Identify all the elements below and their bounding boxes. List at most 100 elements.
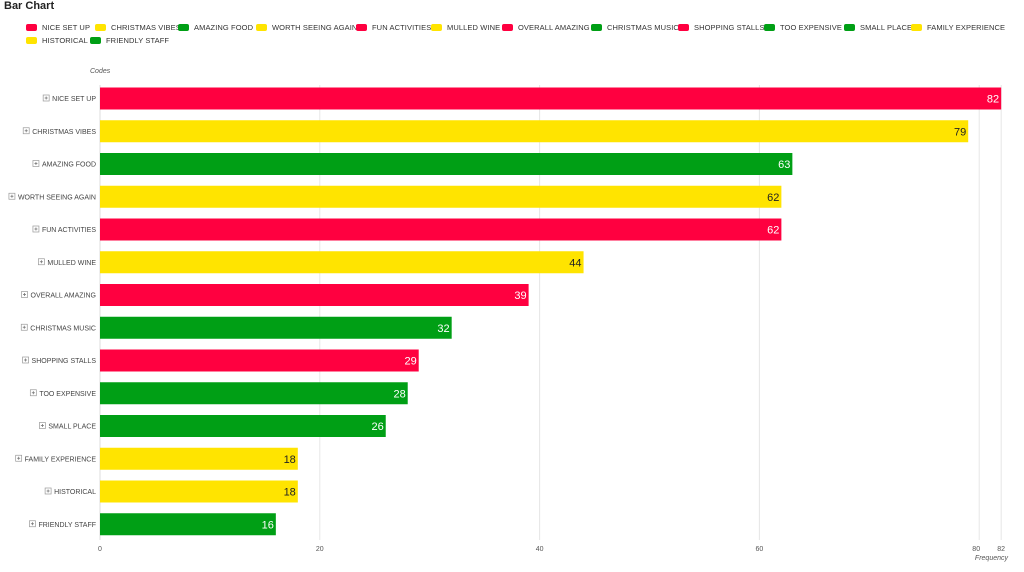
legend-swatch [591,24,602,31]
legend-item[interactable]: AMAZING FOOD [178,23,253,32]
x-tick-label: 0 [98,546,102,553]
plus-square-icon[interactable] [42,94,50,102]
x-tick-label: 20 [316,546,324,553]
legend-item[interactable]: FRIENDLY STAFF [90,36,169,45]
bar[interactable] [100,415,386,437]
legend-label: SMALL PLACE [860,23,913,32]
plus-square-icon[interactable] [32,160,40,167]
category-label: AMAZING FOOD [42,162,96,169]
legend-label: FUN ACTIVITIES [372,23,432,32]
category-label: TOO EXPENSIVE [39,391,96,398]
page-title: Bar Chart [4,0,55,12]
legend-swatch [911,24,922,31]
bar-value-label: 18 [284,454,296,466]
legend-swatch [764,24,775,31]
category-label: FRIENDLY STAFF [38,522,96,529]
bar-value-label: 26 [371,421,383,433]
bar-value-label: 62 [767,192,779,204]
legend-item[interactable]: CHRISTMAS MUSIC [591,23,679,32]
category-label: HISTORICAL [54,489,96,496]
legend-swatch [256,24,267,31]
category-label: OVERALL AMAZING [31,293,96,300]
bar-value-label: 82 [987,94,999,106]
legend-swatch [26,37,37,44]
legend-item[interactable]: SMALL PLACE [844,23,912,32]
legend-item[interactable]: OVERALL AMAZING [502,23,590,32]
legend-item[interactable]: NICE SET UP [26,23,90,32]
legend-item[interactable]: HISTORICAL [26,36,88,45]
plus-square-icon[interactable] [38,258,45,266]
plus-square-icon[interactable] [20,323,28,331]
category-label: FUN ACTIVITIES [42,227,96,234]
category-label: SHOPPING STALLS [32,358,97,365]
plus-square-icon[interactable] [22,127,30,135]
legend-label: CHRISTMAS MUSIC [607,23,679,32]
bar[interactable] [100,120,969,143]
x-tick-label: 40 [536,546,544,553]
legend-item[interactable]: MULLED WINE [431,23,500,32]
legend-item[interactable]: FAMILY EXPERIENCE [911,23,1005,32]
bar-value-label: 62 [767,225,779,237]
bar[interactable] [100,480,298,503]
category-label: FAMILY EXPERIENCE [25,456,97,463]
plus-square-icon[interactable] [39,422,46,429]
plus-square-icon[interactable] [32,225,40,233]
bar-value-label: 39 [514,290,526,302]
plus-square-icon[interactable] [22,356,29,364]
legend-swatch [356,24,367,31]
bar[interactable] [100,87,1002,110]
legend-label: FAMILY EXPERIENCE [927,23,1006,32]
bar-value-label: 63 [778,159,790,171]
bar[interactable] [100,447,298,470]
legend-item[interactable]: TOO EXPENSIVE [764,23,842,32]
legend-label: WORTH SEEING AGAIN [272,23,358,32]
plus-square-icon[interactable] [15,454,23,462]
bar[interactable] [100,185,782,208]
category-label: MULLED WINE [47,260,96,267]
bar-value-label: 32 [437,323,449,335]
plus-square-icon[interactable] [44,487,52,495]
legend-label: MULLED WINE [447,23,501,32]
x-tick-label: 80 [972,546,980,553]
bar[interactable] [100,284,529,306]
bar[interactable] [100,251,584,274]
plus-square-icon[interactable] [29,389,37,397]
bar-value-label: 16 [262,519,274,531]
x-axis-title: Frequency [975,555,1009,562]
legend-item[interactable]: WORTH SEEING AGAIN [256,23,357,32]
legend-swatch [844,24,855,31]
legend-item[interactable]: FUN ACTIVITIES [356,23,431,32]
legend-label: FRIENDLY STAFF [106,36,170,45]
legend-label: TOO EXPENSIVE [780,23,843,32]
bar-value-label: 79 [954,126,966,138]
legend-swatch [178,24,189,31]
bar[interactable] [100,513,276,536]
y-axis-title: Codes [90,68,111,75]
category-label: WORTH SEEING AGAIN [18,194,96,201]
bar[interactable] [100,316,452,339]
legend-label: NICE SET UP [42,23,91,32]
plus-square-icon[interactable] [21,291,28,298]
legend-label: AMAZING FOOD [194,23,254,32]
legend-item[interactable]: SHOPPING STALLS [678,23,765,32]
legend-swatch [95,24,106,31]
legend-swatch [26,24,37,31]
bar-value-label: 28 [393,388,405,400]
legend-swatch [502,24,513,31]
plus-square-icon[interactable] [29,520,36,528]
legend-swatch [431,24,442,31]
bar[interactable] [100,153,793,175]
bar[interactable] [100,349,419,372]
category-label: CHRISTMAS MUSIC [30,325,96,332]
legend-swatch [90,37,101,44]
bar[interactable] [100,218,782,241]
x-tick-label: 60 [756,546,764,553]
legend-item[interactable]: CHRISTMAS VIBES [95,23,181,32]
category-label: CHRISTMAS VIBES [32,129,96,136]
legend-label: CHRISTMAS VIBES [111,23,181,32]
plus-square-icon[interactable] [8,192,16,200]
bar[interactable] [100,382,408,405]
bar-value-label: 44 [569,257,581,269]
legend-label: SHOPPING STALLS [694,23,765,32]
